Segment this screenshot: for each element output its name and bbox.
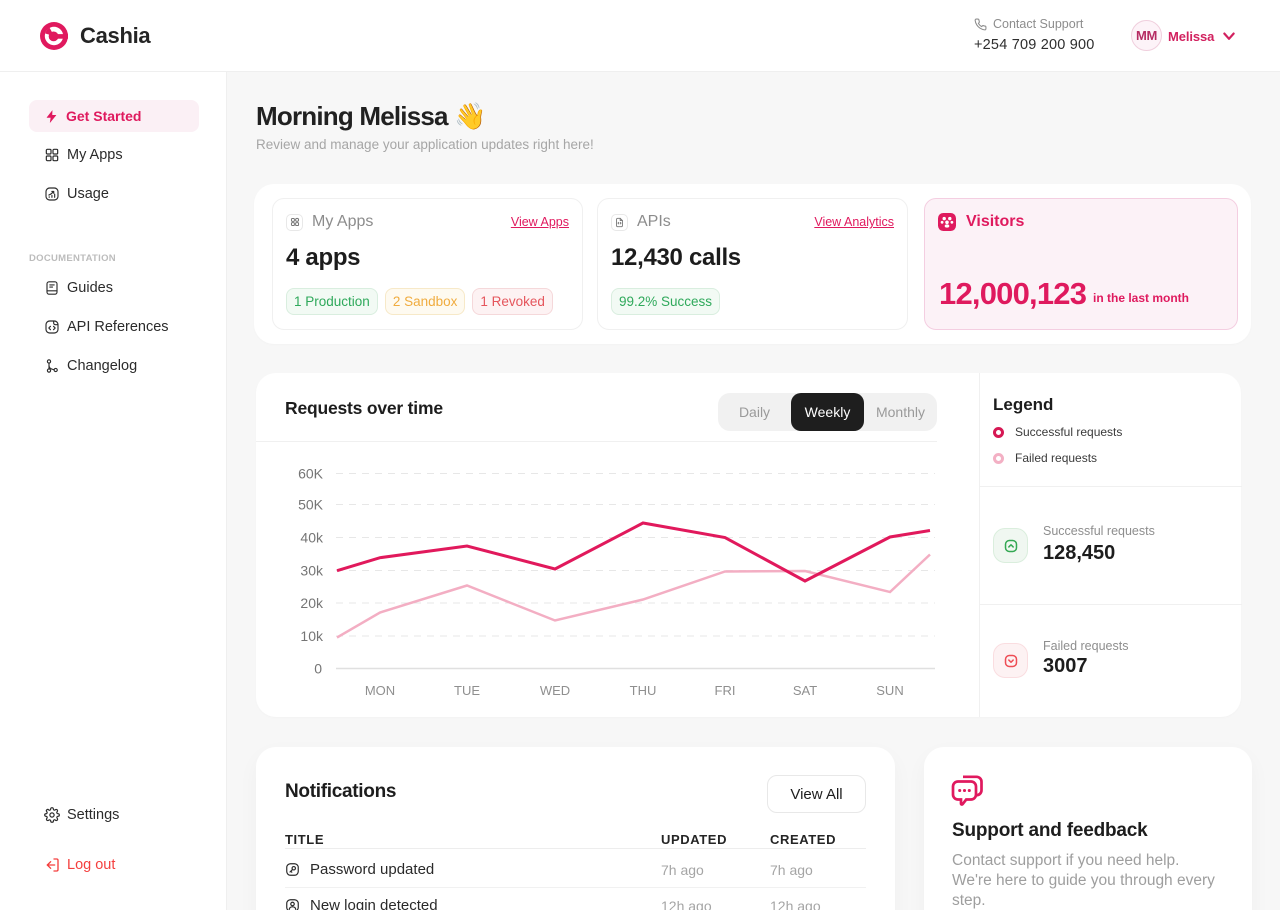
svg-text:TUE: TUE [454, 683, 480, 698]
svg-text:0: 0 [314, 661, 322, 677]
svg-text:SAT: SAT [793, 683, 817, 698]
svg-text:50K: 50K [298, 497, 324, 513]
svg-text:MON: MON [365, 683, 395, 698]
svg-text:30k: 30k [300, 563, 324, 579]
svg-text:SUN: SUN [876, 683, 903, 698]
svg-text:FRI: FRI [715, 683, 736, 698]
svg-text:60K: 60K [298, 466, 324, 482]
svg-text:20k: 20k [300, 595, 324, 611]
svg-text:WED: WED [540, 683, 570, 698]
svg-text:THU: THU [630, 683, 657, 698]
svg-text:10k: 10k [300, 628, 324, 644]
svg-text:40k: 40k [300, 530, 324, 546]
